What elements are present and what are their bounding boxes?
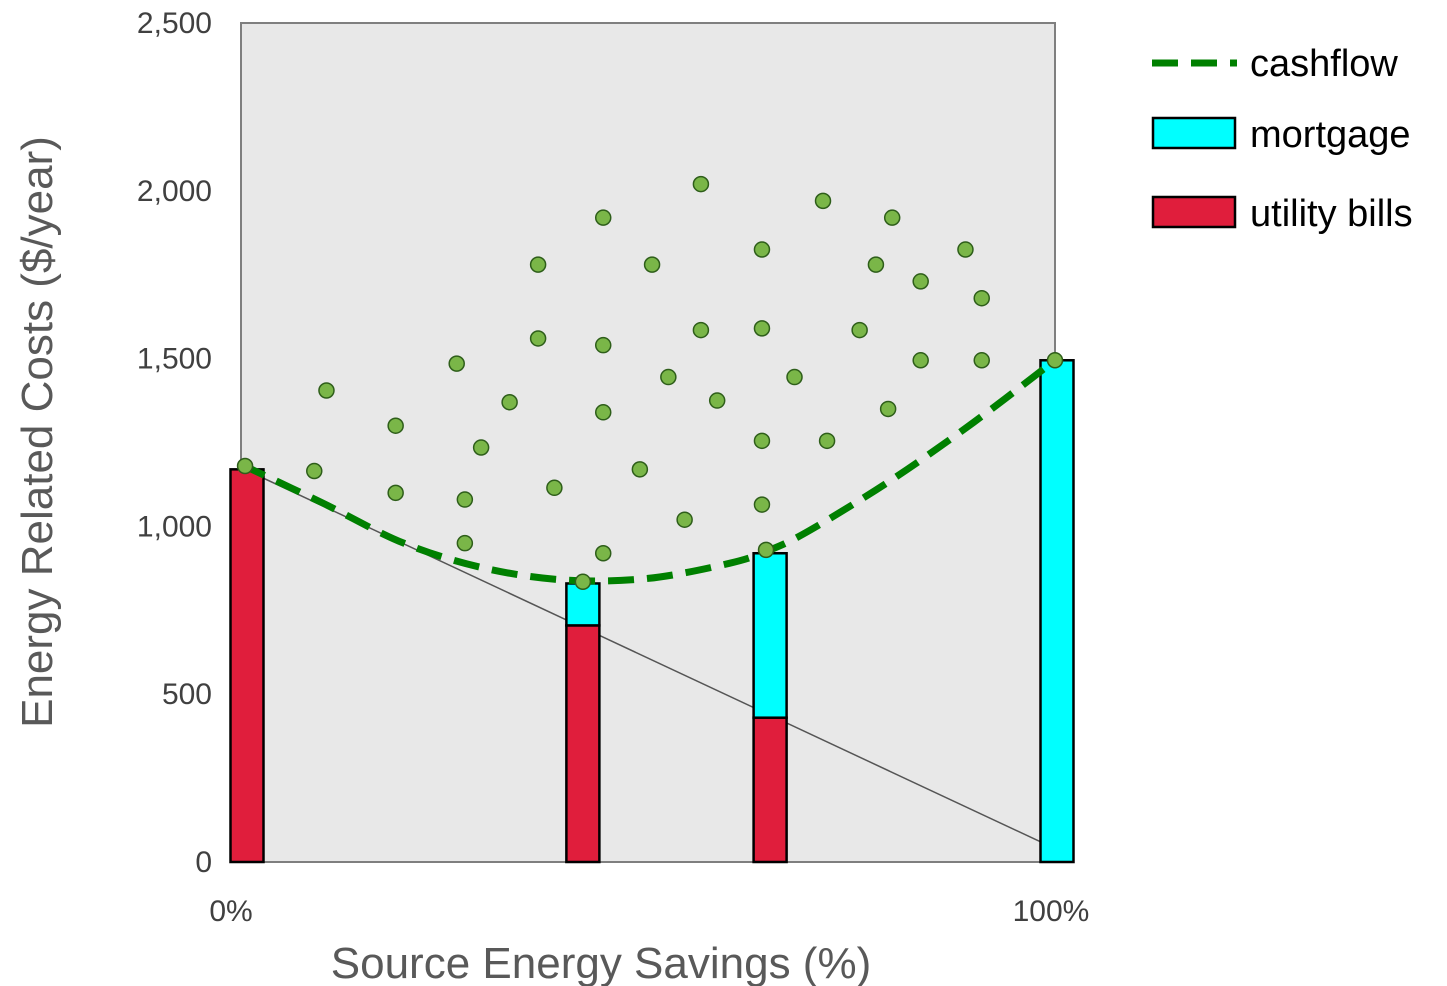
bar-utility-bills-0 <box>229 468 265 864</box>
legend-label-cashflow: cashflow <box>1250 43 1398 85</box>
scatter-point-36 <box>883 209 901 226</box>
scatter-point-37 <box>912 352 929 369</box>
scatter-point-13 <box>574 573 592 591</box>
scatter-point-23 <box>692 175 710 193</box>
scatter-point-25 <box>753 241 771 258</box>
x-axis-title: Source Energy Savings (%) <box>331 939 871 986</box>
scatter-point-38 <box>912 273 929 290</box>
scatter-point-16 <box>594 336 612 354</box>
scatter-point-4 <box>387 417 404 434</box>
scatter-point-18 <box>631 461 649 478</box>
scatter-point-14 <box>594 544 612 562</box>
scatter-layer <box>236 175 1064 591</box>
bar-utility-bills-2 <box>752 716 788 864</box>
bar-utility-bills-1 <box>565 624 601 864</box>
x-axis-ticks: 0% 100% <box>209 895 1089 928</box>
scatter-point-7 <box>456 491 474 508</box>
scatter-point-30 <box>786 368 803 386</box>
scatter-point-21 <box>676 511 693 528</box>
scatter-point-42 <box>1046 352 1064 369</box>
cashflow-line <box>239 357 1058 585</box>
legend: cashflow mortgage utility bills <box>1151 43 1413 235</box>
y-tick-label-1: 500 <box>162 678 212 711</box>
y-tick-label-2: 1,000 <box>137 510 212 543</box>
scatter-point-40 <box>973 352 990 369</box>
scatter-point-34 <box>867 256 885 273</box>
legend-label-utility-bills: utility bills <box>1250 193 1413 235</box>
x-tick-label-0: 0% <box>209 895 252 928</box>
y-tick-label-4: 2,000 <box>137 175 212 208</box>
legend-utility-bills-swatch <box>1151 195 1237 229</box>
scatter-point-6 <box>456 534 474 552</box>
scatter-point-9 <box>501 393 518 411</box>
scatter-point-41 <box>973 289 990 307</box>
scatter-point-10 <box>529 330 547 347</box>
bars-layer <box>229 359 1075 864</box>
scatter-point-35 <box>879 400 897 418</box>
scatter-point-1 <box>306 462 323 480</box>
utility-trend-line <box>240 466 1056 850</box>
y-tick-label-5: 2,500 <box>137 7 212 40</box>
legend-label-mortgage: mortgage <box>1250 114 1411 156</box>
scatter-point-15 <box>594 404 612 421</box>
scatter-point-32 <box>818 432 836 450</box>
scatter-point-24 <box>708 392 726 409</box>
scatter-point-39 <box>957 241 974 258</box>
y-axis-ticks: 0 500 1,000 1,500 2,000 2,500 <box>137 7 212 879</box>
utility-trend-layer <box>240 466 1056 850</box>
bar-mortgage-2 <box>752 551 788 719</box>
scatter-point-2 <box>318 382 335 399</box>
scatter-point-17 <box>594 209 612 226</box>
y-tick-label-3: 1,500 <box>137 343 212 376</box>
scatter-point-11 <box>529 256 547 273</box>
scatter-point-20 <box>660 368 677 386</box>
scatter-point-3 <box>387 484 404 502</box>
scatter-point-33 <box>851 321 868 339</box>
scatter-point-26 <box>753 320 771 337</box>
cashflow-layer <box>239 357 1058 585</box>
scatter-point-8 <box>472 439 490 456</box>
bar-mortgage-3 <box>1039 359 1075 864</box>
scatter-point-31 <box>814 192 832 210</box>
scatter-point-12 <box>546 479 563 497</box>
scatter-point-29 <box>757 541 775 559</box>
scatter-point-0 <box>236 457 254 475</box>
x-tick-label-1: 100% <box>1013 895 1090 928</box>
scatter-point-19 <box>643 256 661 273</box>
scatter-point-28 <box>753 496 771 513</box>
scatter-point-22 <box>692 321 710 339</box>
legend-mortgage-swatch <box>1151 116 1237 150</box>
y-tick-label-0: 0 <box>195 846 212 879</box>
scatter-point-27 <box>753 432 771 450</box>
y-axis-title: Energy Related Costs ($/year) <box>13 136 62 728</box>
plot-area <box>240 22 1056 863</box>
scatter-point-5 <box>448 355 465 372</box>
